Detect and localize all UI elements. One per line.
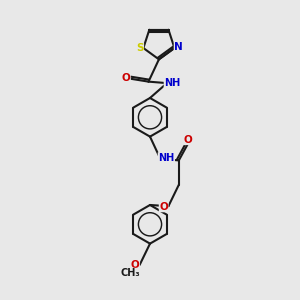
Text: S: S bbox=[136, 43, 144, 53]
Text: N: N bbox=[174, 43, 183, 52]
Text: NH: NH bbox=[164, 78, 180, 88]
Text: NH: NH bbox=[158, 153, 175, 163]
Text: O: O bbox=[183, 135, 192, 145]
Text: O: O bbox=[131, 260, 140, 270]
Text: O: O bbox=[159, 202, 168, 212]
Text: CH₃: CH₃ bbox=[120, 268, 140, 278]
Text: O: O bbox=[122, 73, 130, 83]
